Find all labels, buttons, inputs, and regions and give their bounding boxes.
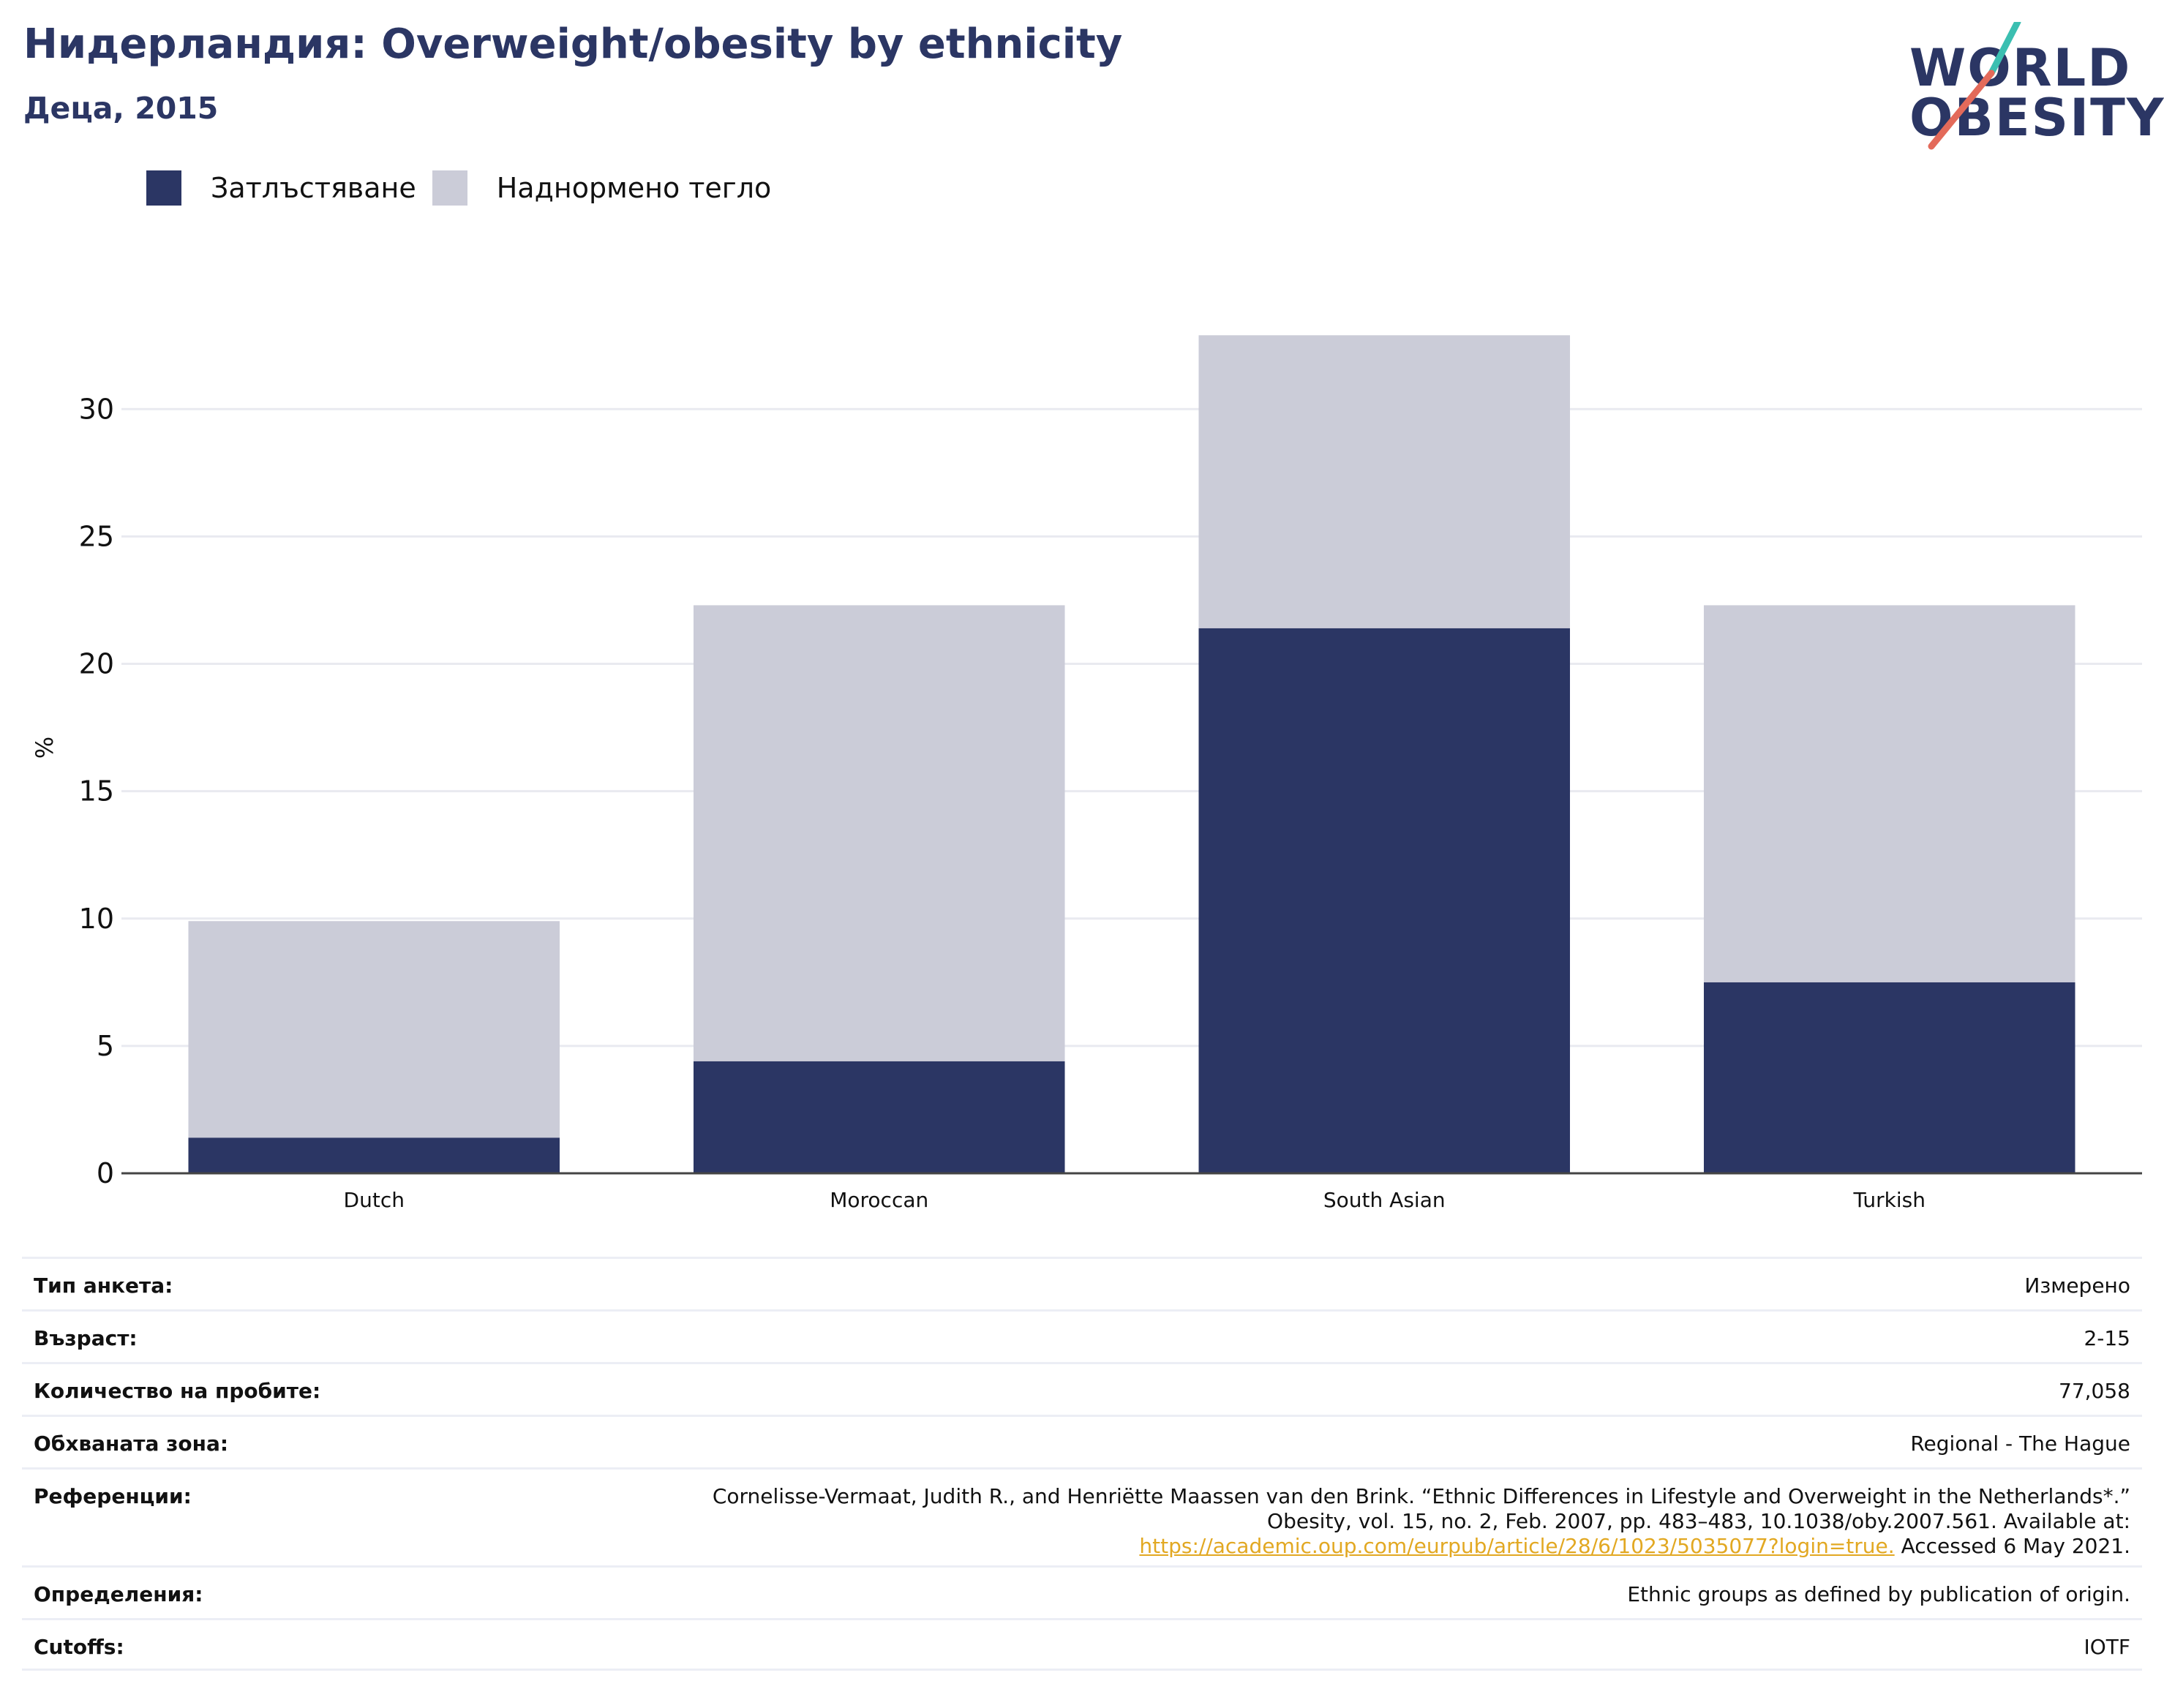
y-tick-label: 30 xyxy=(79,393,114,425)
info-value: Измерено xyxy=(2024,1274,2130,1298)
info-row-references: Референции: Cornelisse-Vermaat, Judith R… xyxy=(22,1467,2142,1565)
bar-obesity-dutch xyxy=(188,1137,560,1173)
legend-item-overweight[interactable]: Наднормено тегло xyxy=(432,170,772,206)
bar-overweight-south-asian xyxy=(1198,335,1571,628)
info-value: Ethnic groups as defined by publication … xyxy=(1627,1582,2130,1606)
y-tick-label: 25 xyxy=(79,520,114,552)
bar-obesity-moroccan xyxy=(693,1061,1065,1173)
legend-label-overweight: Наднормено тегло xyxy=(496,172,772,204)
chart-subtitle: Деца, 2015 xyxy=(23,91,219,126)
y-tick-label: 20 xyxy=(79,648,114,680)
info-label: Възраст: xyxy=(34,1326,138,1350)
info-row-sample-size: Количество на пробите: 77,058 xyxy=(22,1362,2142,1415)
reference-line-3: https://academic.oup.com/eurpub/article/… xyxy=(713,1534,2130,1559)
legend-label-obesity: Затлъстяване xyxy=(211,172,416,204)
bar-obesity-turkish xyxy=(1703,982,2075,1173)
x-tick-label: Dutch xyxy=(344,1188,405,1212)
survey-info-table: Тип анкета: Измерено Възраст: 2-15 Колич… xyxy=(22,1257,2142,1671)
reference-line-2: Obesity, vol. 15, no. 2, Feb. 2007, pp. … xyxy=(1267,1509,2130,1533)
bar-overweight-turkish xyxy=(1703,605,2075,982)
info-row-area: Обхваната зона: Regional - The Hague xyxy=(22,1415,2142,1467)
info-row-age: Възраст: 2-15 xyxy=(22,1309,2142,1362)
reference-link[interactable]: https://academic.oup.com/eurpub/article/… xyxy=(1139,1534,1895,1558)
info-label: Определения: xyxy=(34,1582,203,1606)
info-label: Cutoffs: xyxy=(34,1635,124,1659)
y-axis-label: % xyxy=(31,737,59,759)
y-tick-label: 15 xyxy=(79,775,114,808)
info-value: IOTF xyxy=(2084,1635,2130,1659)
bar-overweight-moroccan xyxy=(693,605,1065,1061)
y-tick-label: 10 xyxy=(79,903,114,935)
info-label: Количество на пробите: xyxy=(34,1379,321,1403)
x-tick-label: Turkish xyxy=(1853,1188,1926,1212)
x-tick-label: Moroccan xyxy=(830,1188,928,1212)
info-label: Референции: xyxy=(34,1484,192,1508)
reference-accessed: Accessed 6 May 2021. xyxy=(1894,1534,2130,1558)
world-obesity-logo: WORLD OBESITY xyxy=(1909,22,2164,154)
x-tick-label: South Asian xyxy=(1323,1188,1446,1212)
info-label: Обхваната зона: xyxy=(34,1432,229,1456)
legend-swatch-overweight xyxy=(432,170,467,206)
y-tick-label: 5 xyxy=(97,1030,114,1062)
logo-slash-icon xyxy=(1928,22,2021,150)
legend-item-obesity[interactable]: Затлъстяване xyxy=(146,170,416,206)
stacked-bar-chart: 0 5 10 15 20 25 30% Dutch Moroccan South Asian Tur… xyxy=(31,335,2142,1212)
info-value: Regional - The Hague xyxy=(1910,1432,2130,1456)
logo-word-world: WORLD xyxy=(1909,38,2132,98)
references-value: Cornelisse-Vermaat, Judith R., and Henri… xyxy=(713,1470,2130,1559)
reference-line-1: Cornelisse-Vermaat, Judith R., and Henri… xyxy=(712,1484,2130,1508)
info-row-cutoffs: Cutoffs: IOTF xyxy=(22,1618,2142,1671)
info-row-definitions: Определения: Ethnic groups as defined by… xyxy=(22,1565,2142,1618)
info-row-survey-type: Тип анкета: Измерено xyxy=(22,1257,2142,1309)
y-tick-label: 0 xyxy=(97,1157,114,1189)
bar-obesity-south-asian xyxy=(1198,628,1571,1173)
chart-title: Нидерландия: Overweight/obesity by ethni… xyxy=(23,20,1123,68)
info-value: 2-15 xyxy=(2084,1326,2130,1350)
bar-overweight-dutch xyxy=(188,921,560,1138)
chart-legend: Затлъстяване Наднормено тегло xyxy=(146,168,787,208)
info-label: Тип анкета: xyxy=(34,1274,173,1298)
legend-swatch-obesity xyxy=(146,170,181,206)
info-value: 77,058 xyxy=(2059,1379,2130,1403)
